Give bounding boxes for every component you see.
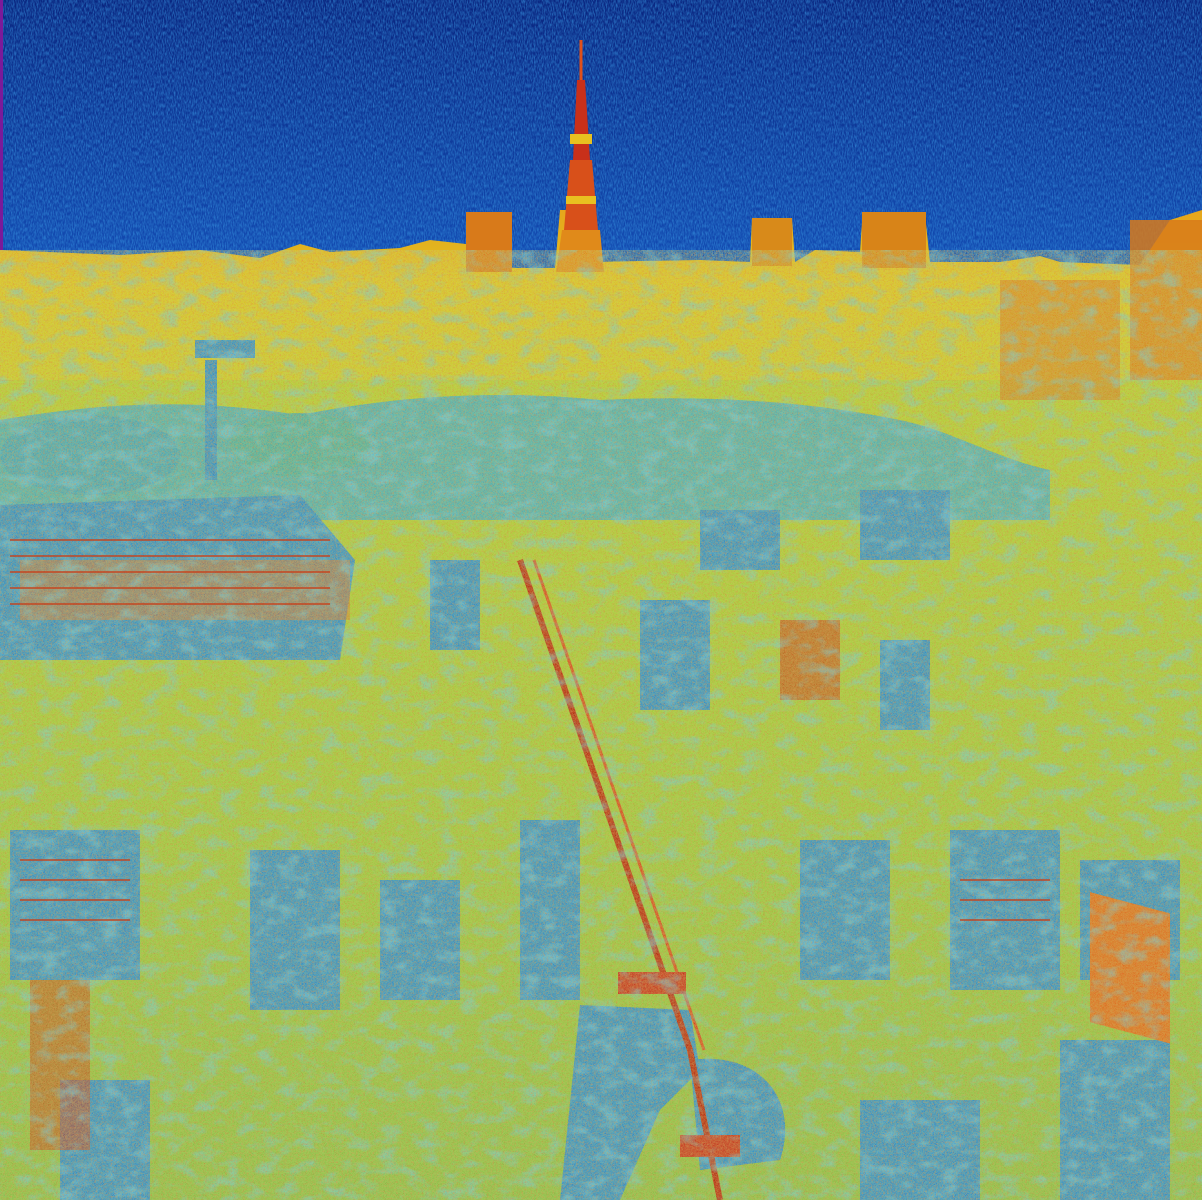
window-stripes bbox=[10, 539, 1050, 921]
texture-overlay bbox=[0, 250, 1202, 1200]
